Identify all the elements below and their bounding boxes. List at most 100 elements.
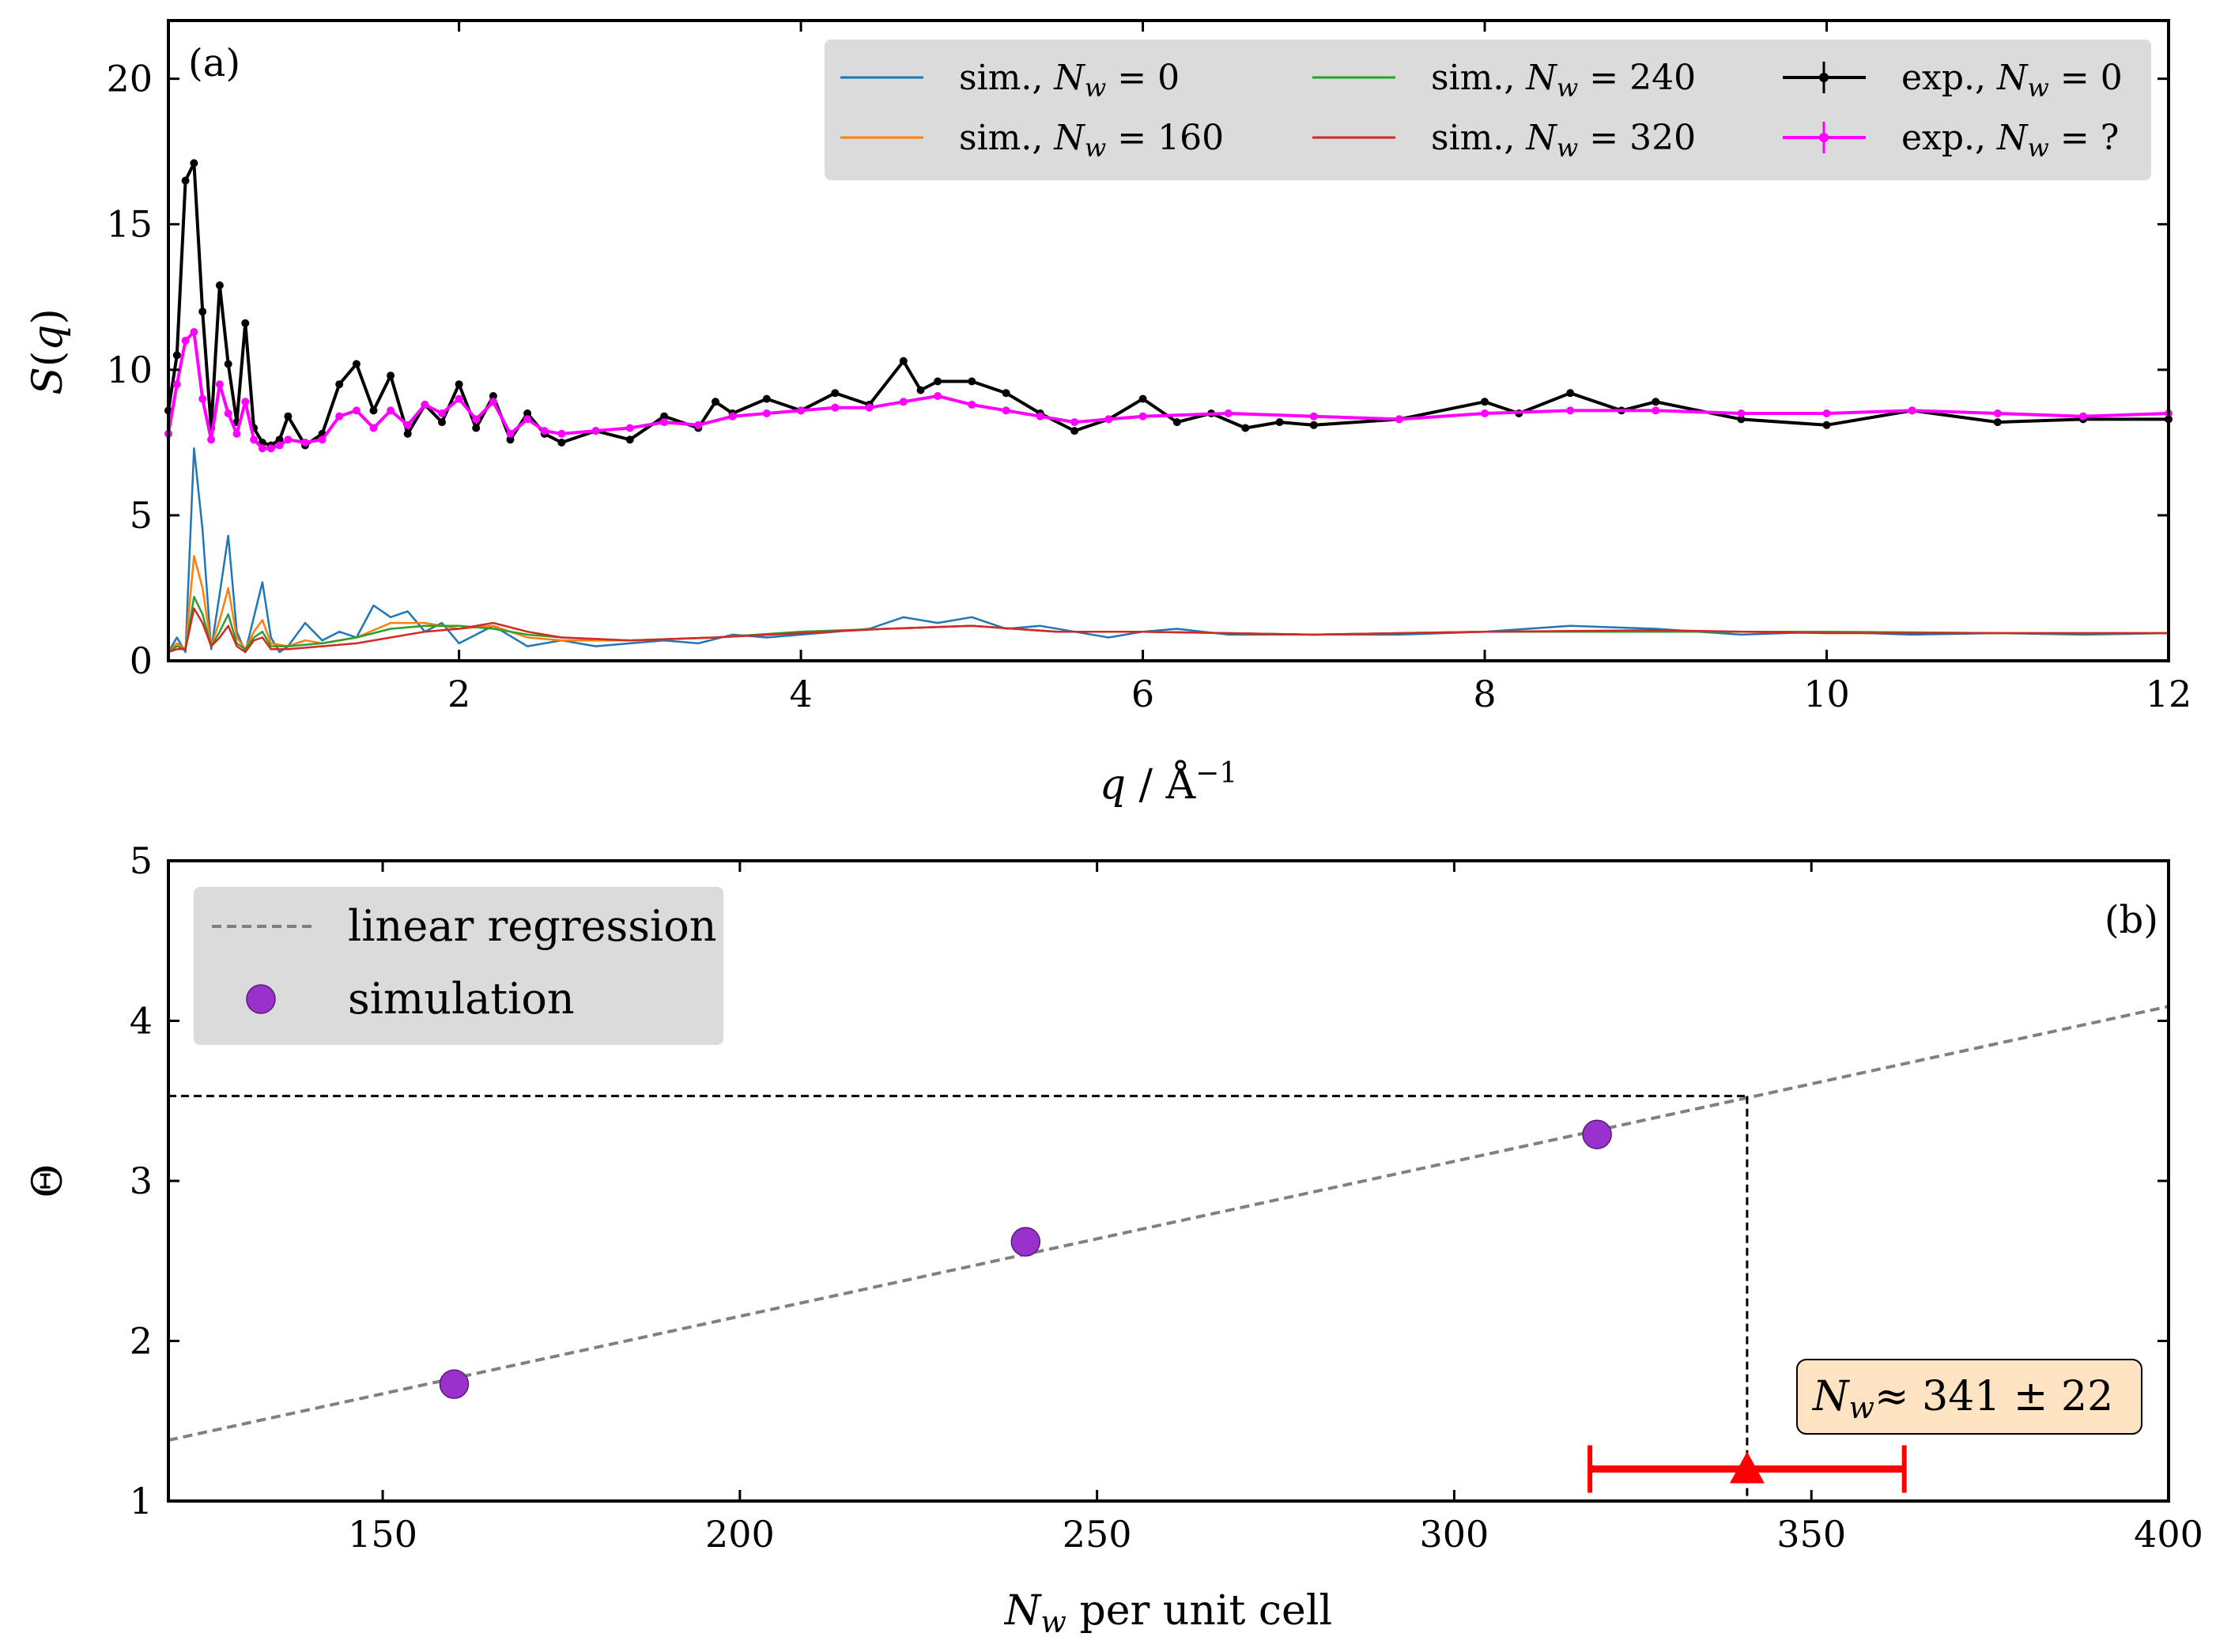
series-point-4 bbox=[1822, 421, 1831, 429]
panel-a-series bbox=[164, 159, 2173, 654]
a-ytick-label: 10 bbox=[106, 349, 153, 391]
series-point-5 bbox=[489, 398, 497, 406]
series-point-5 bbox=[455, 394, 463, 403]
series-point-4 bbox=[1002, 389, 1010, 398]
series-point-4 bbox=[438, 418, 446, 427]
series-point-4 bbox=[335, 380, 344, 389]
a-xtick-label: 10 bbox=[1803, 673, 1850, 715]
a-xtick-label: 6 bbox=[1131, 673, 1154, 715]
a-ytick-label: 15 bbox=[106, 203, 153, 246]
legend-simulation-marker bbox=[246, 984, 276, 1014]
legend-regression-label: linear regression bbox=[348, 901, 717, 951]
series-point-4 bbox=[190, 159, 198, 168]
estimate-marker bbox=[1729, 1451, 1765, 1484]
series-point-5 bbox=[557, 429, 566, 438]
series-line-2 bbox=[168, 595, 2169, 654]
series-point-5 bbox=[625, 424, 634, 432]
series-point-4 bbox=[831, 389, 840, 398]
series-point-4 bbox=[1993, 418, 2002, 427]
series-point-4 bbox=[181, 176, 190, 185]
a-xtick-label: 2 bbox=[447, 673, 470, 715]
series-point-5 bbox=[258, 444, 266, 453]
series-line-4 bbox=[167, 161, 2169, 447]
simulation-point bbox=[439, 1369, 470, 1399]
legend-simulation-label: simulation bbox=[348, 974, 575, 1024]
series-point-4 bbox=[1275, 418, 1284, 427]
simulation-point bbox=[1582, 1119, 1612, 1150]
a-ytick-label: 20 bbox=[106, 58, 153, 100]
series-point-5 bbox=[275, 441, 284, 450]
series-point-5 bbox=[241, 398, 250, 406]
b-xtick-label: 200 bbox=[705, 1513, 775, 1556]
series-point-4 bbox=[934, 377, 942, 386]
series-point-5 bbox=[591, 427, 600, 436]
series-point-5 bbox=[232, 429, 241, 438]
series-point-5 bbox=[1652, 406, 1660, 415]
panel-a-legend-box bbox=[825, 40, 2151, 180]
series-point-5 bbox=[1002, 406, 1010, 415]
series-point-5 bbox=[728, 412, 737, 421]
series-point-5 bbox=[224, 409, 232, 417]
series-point-5 bbox=[1138, 412, 1147, 421]
panel-a: 2 4 6 8 10 12 0 5 10 15 20 (a) S(q) q / Å−1 sim., … bbox=[25, 19, 2191, 809]
series-point-4 bbox=[198, 307, 207, 316]
series-point-4 bbox=[660, 412, 669, 421]
a-xtick-label: 12 bbox=[2146, 673, 2192, 715]
series-point-4 bbox=[899, 356, 908, 365]
series-point-5 bbox=[369, 424, 378, 432]
panel-b-ticks: 150 200 250 300 350 400 1 2 3 4 5 bbox=[130, 839, 2203, 1556]
series-point-5 bbox=[438, 409, 446, 417]
panel-a-legend: sim., Nw = 0 sim., Nw = 160 sim., Nw = 240… bbox=[825, 40, 2151, 180]
series-point-5 bbox=[207, 436, 216, 444]
series-point-5 bbox=[1566, 406, 1575, 415]
panel-b-legend-box bbox=[194, 887, 723, 1045]
panel-a-ticks: 2 4 6 8 10 12 0 5 10 15 20 bbox=[106, 21, 2191, 715]
legend-label-5: exp., Nw = ? bbox=[1901, 118, 2119, 163]
series-point-4 bbox=[172, 351, 181, 360]
series-point-5 bbox=[421, 401, 429, 409]
annotation-box bbox=[1796, 1359, 2142, 1435]
series-point-4 bbox=[352, 360, 361, 368]
series-line-0 bbox=[167, 447, 2169, 654]
simulation-point bbox=[1010, 1227, 1041, 1257]
series-point-5 bbox=[797, 406, 806, 415]
series-point-4 bbox=[712, 398, 719, 406]
series-point-5 bbox=[865, 403, 874, 412]
estimate-annotation: Nw≈ 341 ± 22 bbox=[1796, 1359, 2142, 1435]
b-xtick-label: 150 bbox=[348, 1513, 417, 1556]
series-point-5 bbox=[1070, 418, 1079, 427]
b-ytick-label: 2 bbox=[130, 1320, 153, 1363]
series-point-5 bbox=[660, 418, 669, 427]
series-point-5 bbox=[762, 409, 771, 417]
panel-a-ylabel: S(q) bbox=[25, 308, 72, 395]
series-point-5 bbox=[1036, 412, 1044, 421]
legend-label-4: exp., Nw = 0 bbox=[1901, 58, 2123, 103]
series-point-5 bbox=[1822, 409, 1831, 417]
series-point-5 bbox=[472, 415, 481, 424]
legend-marker-5 bbox=[1819, 133, 1829, 142]
series-point-5 bbox=[301, 438, 309, 447]
series-point-5 bbox=[198, 394, 207, 403]
b-ytick-label: 1 bbox=[130, 1480, 153, 1522]
series-point-5 bbox=[2078, 412, 2087, 421]
series-point-5 bbox=[1908, 406, 1916, 415]
b-ytick-label: 3 bbox=[130, 1160, 153, 1202]
series-point-5 bbox=[506, 429, 515, 438]
series-point-4 bbox=[1070, 427, 1079, 436]
series-point-4 bbox=[1652, 398, 1660, 406]
series-point-4 bbox=[762, 394, 771, 403]
series-line-3 bbox=[168, 607, 2169, 654]
series-point-4 bbox=[472, 424, 481, 432]
b-ytick-label: 4 bbox=[130, 1000, 153, 1043]
legend-label-1: sim., Nw = 160 bbox=[959, 118, 1224, 163]
b-xtick-label: 250 bbox=[1063, 1513, 1132, 1556]
series-point-4 bbox=[1172, 418, 1181, 427]
series-point-4 bbox=[557, 438, 566, 447]
series-point-4 bbox=[275, 436, 284, 444]
legend-label-2: sim., Nw = 240 bbox=[1431, 58, 1696, 103]
series-point-5 bbox=[899, 398, 908, 406]
series-point-5 bbox=[1737, 409, 1746, 417]
series-point-4 bbox=[523, 409, 532, 417]
series-point-4 bbox=[1138, 394, 1147, 403]
